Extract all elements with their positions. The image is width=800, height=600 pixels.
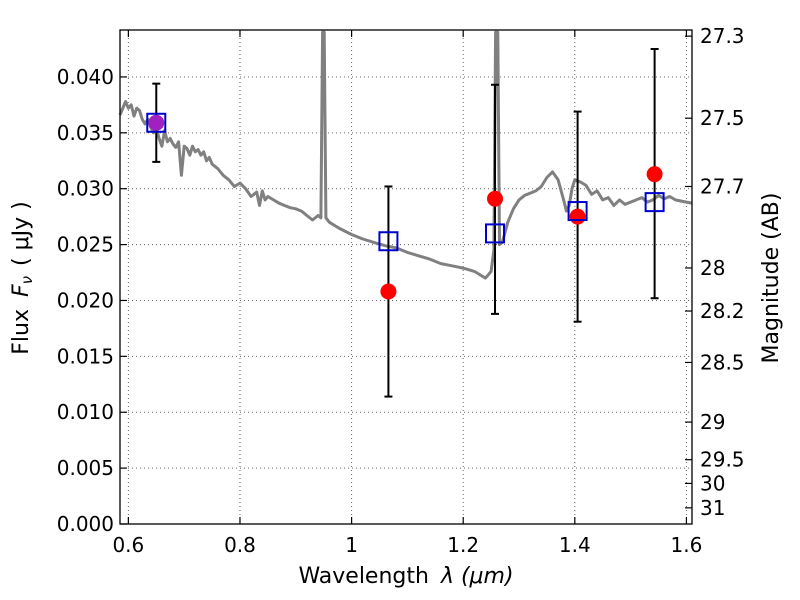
observed-point <box>148 114 165 131</box>
model-photometry-point <box>485 223 506 244</box>
x-tick-label: 1.6 <box>671 533 703 557</box>
magnitude-axis-label: Magnitude (AB) <box>759 193 784 364</box>
y-tick-label: 0.040 <box>57 65 114 89</box>
x-axis-label: Wavelength λ (μm) <box>298 564 513 589</box>
model-photometry-point <box>644 192 665 213</box>
y-tick-label: 0.020 <box>57 288 114 312</box>
x-tick-label: 1 <box>345 533 358 557</box>
model-spectrum-line <box>118 30 693 280</box>
x-tick-label: 1.4 <box>559 533 591 557</box>
model-photometry-point <box>567 201 588 222</box>
observed-point <box>646 166 663 183</box>
observed-point <box>487 190 504 207</box>
y-tick-label: 0.030 <box>57 177 114 201</box>
x-tick-label: 0.6 <box>112 533 144 557</box>
x-axis-ticks: 0.6 0.8 1 1.2 1.4 1.6 <box>112 30 702 557</box>
x-tick-label: 0.8 <box>224 533 256 557</box>
magnitude-tick-label: 28.5 <box>700 350 745 374</box>
y-axis-label: FluxFν( μJy ) <box>9 201 36 354</box>
magnitude-tick-label: 27.3 <box>700 24 745 48</box>
magnitude-tick-label: 30 <box>700 471 725 495</box>
x-tick-label: 1.2 <box>447 533 479 557</box>
y-tick-label: 0.005 <box>57 456 114 480</box>
y-tick-label: 0.000 <box>57 512 114 536</box>
observed-point <box>569 208 586 225</box>
model-photometry-point <box>146 112 167 133</box>
magnitude-tick-label: 31 <box>700 496 725 520</box>
plot-frame <box>119 29 693 525</box>
y-tick-label: 0.035 <box>57 121 114 145</box>
y-tick-label: 0.015 <box>57 344 114 368</box>
observed-points <box>148 114 663 300</box>
magnitude-tick-label: 29.5 <box>700 448 745 472</box>
magnitude-tick-label: 27.7 <box>700 174 745 198</box>
y-axis-ticks: 0.000 0.005 0.010 0.015 0.020 0.025 0.030 0.035… <box>57 65 127 536</box>
observed-point <box>380 283 397 300</box>
magnitude-tick-label: 28.2 <box>700 299 745 323</box>
y-tick-label: 0.025 <box>57 233 114 257</box>
magnitude-tick-label: 29 <box>700 410 725 434</box>
model-photometry-points <box>146 112 665 252</box>
magnitude-tick-label: 28 <box>700 256 725 280</box>
model-photometry-point <box>378 231 399 252</box>
magnitude-tick-label: 27.5 <box>700 106 745 130</box>
grid <box>120 30 692 525</box>
y-tick-label: 0.010 <box>57 400 114 424</box>
